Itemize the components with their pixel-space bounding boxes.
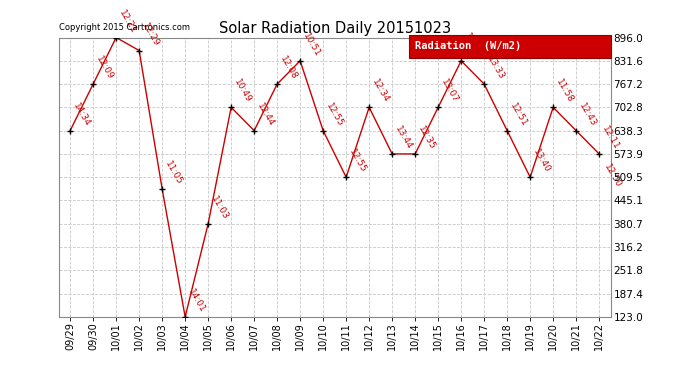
Text: 12:35: 12:35 xyxy=(417,124,437,151)
Text: 14:34: 14:34 xyxy=(72,101,92,128)
Text: Copyright 2015 Cartronics.com: Copyright 2015 Cartronics.com xyxy=(59,23,190,32)
Text: 12:08: 12:08 xyxy=(279,54,299,81)
Text: 12:43: 12:43 xyxy=(578,101,598,128)
Text: 13:44: 13:44 xyxy=(393,124,414,151)
Text: 13:40: 13:40 xyxy=(531,148,552,174)
Text: 13:07: 13:07 xyxy=(440,78,460,105)
Text: 12:51: 12:51 xyxy=(509,101,529,128)
Text: Radiation  (W/m2): Radiation (W/m2) xyxy=(415,41,521,51)
Text: 10:51: 10:51 xyxy=(302,31,322,58)
Text: 11:03: 11:03 xyxy=(210,194,230,221)
Text: 11:58: 11:58 xyxy=(555,78,575,105)
Text: 12:11: 12:11 xyxy=(600,124,621,151)
Text: 12:55: 12:55 xyxy=(324,101,345,128)
Text: 12:55: 12:55 xyxy=(348,148,368,174)
Text: 12:34: 12:34 xyxy=(371,78,391,105)
Text: 12:09: 12:09 xyxy=(95,54,115,81)
Text: 13:33: 13:33 xyxy=(486,54,506,81)
Text: 11:05: 11:05 xyxy=(164,159,184,186)
Text: 12:50: 12:50 xyxy=(602,162,622,189)
Text: 12:29: 12:29 xyxy=(141,21,161,48)
Text: 11:58: 11:58 xyxy=(462,31,483,58)
Text: 14:01: 14:01 xyxy=(186,287,207,314)
Text: 12:44: 12:44 xyxy=(255,101,276,128)
Text: 10:49: 10:49 xyxy=(233,78,253,105)
Title: Solar Radiation Daily 20151023: Solar Radiation Daily 20151023 xyxy=(219,21,451,36)
Text: 12:21: 12:21 xyxy=(117,8,138,35)
FancyBboxPatch shape xyxy=(409,35,611,58)
